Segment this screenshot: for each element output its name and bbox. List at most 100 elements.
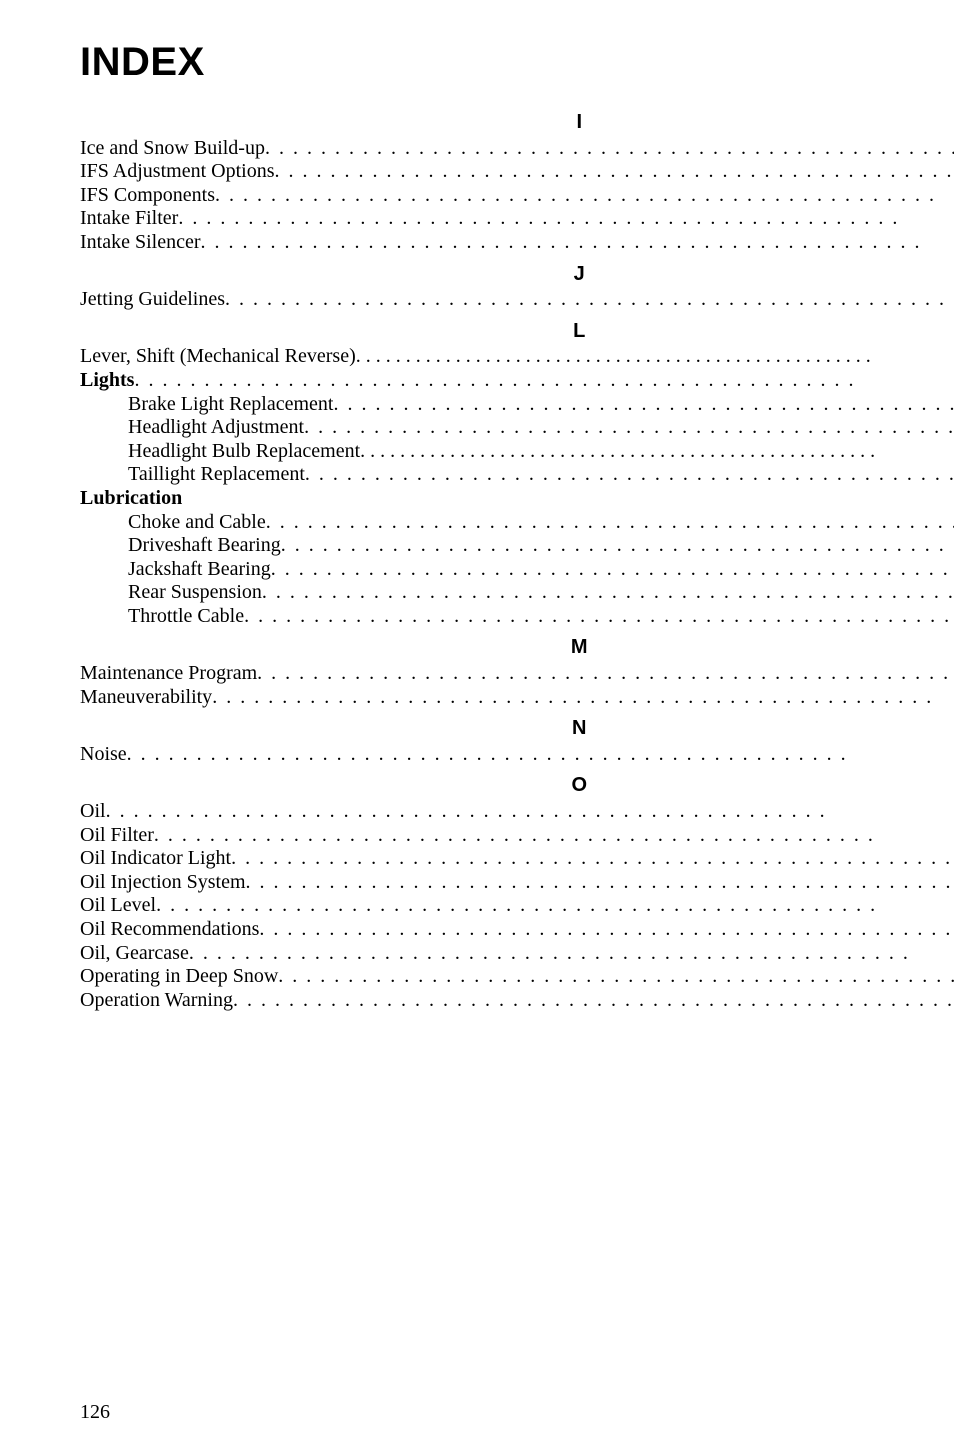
leader-dots (262, 581, 954, 605)
index-entry: Oil Indicator Light52 (80, 847, 954, 871)
index-entry: Ice and Snow Build-up16 (80, 137, 954, 161)
index-entry: Lubrication (80, 487, 954, 511)
entry-label: Lever, Shift (Mechanical Reverse) (80, 345, 356, 369)
leader-dots (356, 345, 954, 369)
leader-dots (278, 965, 954, 989)
section-letter: I (80, 111, 954, 135)
index-entry: Jackshaft Bearing67 (80, 558, 954, 582)
entry-label: Oil (80, 800, 106, 824)
leader-dots (266, 511, 954, 535)
index-entry: Maneuverability19 (80, 686, 954, 710)
section-letter: L (80, 320, 954, 344)
index-entry: Jetting Guidelines54 (80, 288, 954, 312)
entry-label: Brake Light Replacement (128, 393, 333, 417)
leader-dots (233, 989, 954, 1013)
entry-label: Lights (80, 369, 134, 393)
entry-label: IFS Components (80, 184, 215, 208)
index-entry: IFS Components31 (80, 184, 954, 208)
page-title: INDEX (80, 40, 894, 85)
leader-dots (333, 393, 954, 417)
entry-label: Intake Filter (80, 207, 178, 231)
leader-dots (189, 942, 954, 966)
index-entry: Rear Suspension66 (80, 581, 954, 605)
leader-dots (259, 918, 954, 942)
entry-label: Lubrication (80, 487, 182, 511)
entry-label: Operating in Deep Snow (80, 965, 278, 989)
section-letter: N (80, 717, 954, 741)
leader-dots (265, 137, 954, 161)
index-entry: IFS Adjustment Options31 (80, 160, 954, 184)
entry-label: Throttle Cable (128, 605, 244, 629)
leader-dots (360, 440, 954, 464)
entry-label: Oil Injection System (80, 871, 246, 895)
index-entry: Intake Filter71 (80, 207, 954, 231)
entry-label: Maintenance Program (80, 662, 257, 686)
left-column: IIce and Snow Build-up16IFS Adjustment O… (80, 103, 954, 1077)
index-entry: Lever, Shift (Mechanical Reverse)58 (80, 345, 954, 369)
leader-dots (156, 894, 954, 918)
entry-label: Ice and Snow Build-up (80, 137, 265, 161)
index-columns: IIce and Snow Build-up16IFS Adjustment O… (80, 103, 894, 1077)
leader-dots (257, 662, 954, 686)
leader-dots (201, 231, 954, 255)
entry-label: Headlight Adjustment (128, 416, 304, 440)
index-entry: Oil Recommendations47 (80, 918, 954, 942)
index-entry: Oil Filter74 (80, 824, 954, 848)
leader-dots (246, 871, 954, 895)
leader-dots (225, 288, 954, 312)
entry-label: Oil Level (80, 894, 156, 918)
index-entry: Intake Silencer19 (80, 231, 954, 255)
index-entry: Oil Level53 (80, 894, 954, 918)
index-entry: Taillight Replacement80 (80, 463, 954, 487)
leader-dots (271, 558, 954, 582)
section-letter: J (80, 263, 954, 287)
leader-dots (212, 686, 954, 710)
index-entry: Operating in Deep Snow20 (80, 965, 954, 989)
entry-label: Jackshaft Bearing (128, 558, 271, 582)
entry-label: Oil, Gearcase (80, 942, 189, 966)
leader-dots (274, 160, 954, 184)
page-number: 126 (80, 1401, 110, 1424)
leader-dots (244, 605, 954, 629)
section-letter: O (80, 774, 954, 798)
index-entry: Throttle Cable67 (80, 605, 954, 629)
index-entry: Maintenance Program61 (80, 662, 954, 686)
index-entry: Noise5 (80, 743, 954, 767)
index-entry: Headlight Adjustment79 (80, 416, 954, 440)
leader-dots (305, 463, 954, 487)
leader-dots (215, 184, 954, 208)
index-entry: Oil, Gearcase68 (80, 942, 954, 966)
leader-dots (178, 207, 954, 231)
leader-dots (127, 743, 954, 767)
section-letter: M (80, 636, 954, 660)
entry-label: Oil Indicator Light (80, 847, 231, 871)
entry-label: Intake Silencer (80, 231, 201, 255)
entry-label: Driveshaft Bearing (128, 534, 281, 558)
index-entry: Oil52-53 (80, 800, 954, 824)
leader-dots (304, 416, 954, 440)
leader-dots (154, 824, 954, 848)
page: INDEX IIce and Snow Build-up16IFS Adjust… (0, 0, 954, 1454)
entry-label: Rear Suspension (128, 581, 262, 605)
entry-label: Oil Filter (80, 824, 154, 848)
leader-dots (134, 369, 954, 393)
index-entry: Headlight Bulb Replacement80 (80, 440, 954, 464)
index-entry: Lights79-80 (80, 369, 954, 393)
index-entry: Choke and Cable67 (80, 511, 954, 535)
leader-dots (231, 847, 954, 871)
entry-label: Headlight Bulb Replacement (128, 440, 360, 464)
entry-label: Oil Recommendations (80, 918, 259, 942)
index-entry: Driveshaft Bearing67 (80, 534, 954, 558)
entry-label: Jetting Guidelines (80, 288, 225, 312)
entry-label: Operation Warning (80, 989, 233, 1013)
index-entry: Oil Injection System48 (80, 871, 954, 895)
entry-label: Choke and Cable (128, 511, 266, 535)
leader-dots (106, 800, 954, 824)
leader-dots (281, 534, 954, 558)
index-entry: Operation Warning25 (80, 989, 954, 1013)
entry-label: Maneuverability (80, 686, 212, 710)
entry-label: IFS Adjustment Options (80, 160, 274, 184)
index-entry: Brake Light Replacement80 (80, 393, 954, 417)
entry-label: Noise (80, 743, 127, 767)
entry-label: Taillight Replacement (128, 463, 305, 487)
